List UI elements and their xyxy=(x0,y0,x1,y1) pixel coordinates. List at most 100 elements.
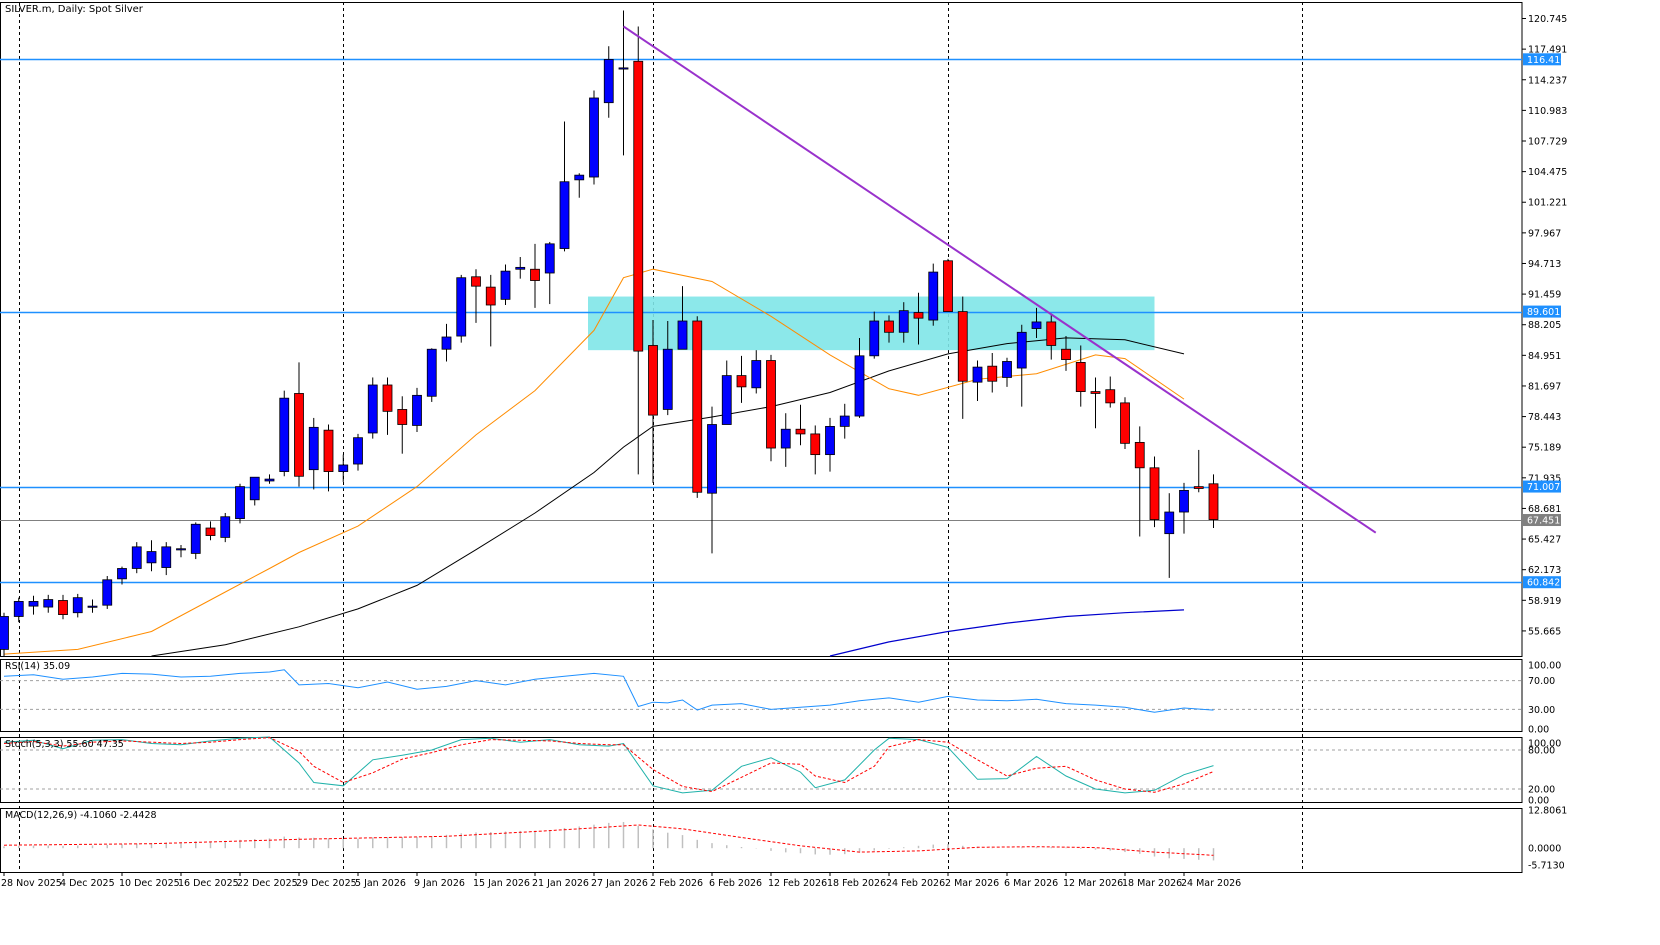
candle xyxy=(957,296,968,419)
candle xyxy=(559,121,570,252)
candle-body-down xyxy=(294,393,304,477)
time-tick-label: 15 Jan 2026 xyxy=(473,878,530,889)
price-tick-label: 78.443 xyxy=(1528,412,1561,423)
candle-body-up xyxy=(43,599,54,608)
candle xyxy=(72,593,83,618)
candle xyxy=(677,286,688,350)
stoch-label: Stoch(5,3,3) 55.60 47.35 xyxy=(5,739,124,750)
candle-body-up xyxy=(869,320,880,357)
candle xyxy=(1031,307,1042,338)
candles xyxy=(0,10,1219,656)
price-tick-label: 84.951 xyxy=(1528,351,1561,362)
candle-body-up xyxy=(618,67,629,70)
osc-tick-label: 0.00 xyxy=(1528,725,1549,736)
candle-body-down xyxy=(1090,391,1101,394)
price-tick-label: 110.983 xyxy=(1528,106,1567,117)
price-badge xyxy=(1523,480,1561,493)
price-tick-label: 58.919 xyxy=(1528,596,1561,607)
candle xyxy=(235,483,245,524)
macd-tick-label: -5.7130 xyxy=(1528,861,1565,872)
candle-body-up xyxy=(603,59,614,104)
candle-body-up xyxy=(1179,489,1189,513)
candle-body-up xyxy=(279,397,290,472)
candle xyxy=(1090,377,1101,429)
candle-body-up xyxy=(441,336,452,350)
time-tick-label: 9 Jan 2026 xyxy=(414,878,465,889)
candle-body-up xyxy=(235,486,245,520)
candle-body-up xyxy=(117,568,127,580)
candle xyxy=(353,433,363,471)
candle-body-up xyxy=(190,523,201,554)
candle xyxy=(1046,313,1057,360)
osc-tick-label: 70.00 xyxy=(1528,676,1555,687)
candle xyxy=(913,292,924,345)
time-tick-label: 27 Jan 2026 xyxy=(591,878,648,889)
candle xyxy=(603,46,614,118)
price-tick-label: 68.681 xyxy=(1528,504,1561,515)
price-tick-label: 120.745 xyxy=(1528,14,1567,25)
time-tick-label: 6 Feb 2026 xyxy=(709,878,762,889)
time-tick-label: 4 Dec 2025 xyxy=(60,878,115,889)
panel-frame-1 xyxy=(0,659,1523,732)
price-tick-label: 104.475 xyxy=(1528,167,1567,178)
osc-tick-label: 80.00 xyxy=(1528,746,1555,757)
candle-body-up xyxy=(412,394,422,426)
candle xyxy=(249,476,260,506)
osc-tick-label: 100.00 xyxy=(1528,739,1561,750)
candle xyxy=(412,387,422,433)
candle-body-up xyxy=(176,548,186,551)
candle xyxy=(972,360,983,401)
rsi-label: RSI(14) 35.09 xyxy=(5,661,70,672)
candle-body-up xyxy=(1016,331,1027,369)
candle xyxy=(0,612,9,656)
candle xyxy=(707,406,717,554)
candle-body-down xyxy=(471,276,481,287)
candle-body-up xyxy=(264,478,275,482)
candle-body-up xyxy=(707,424,717,494)
candle-body-up xyxy=(854,355,865,417)
time-tick-label: 28 Nov 2025 xyxy=(1,878,62,889)
candle-body-down xyxy=(205,527,216,536)
candle xyxy=(1134,426,1145,537)
candle xyxy=(382,377,393,435)
candle-body-up xyxy=(780,428,791,449)
candle xyxy=(1164,493,1175,578)
candle xyxy=(471,269,481,323)
candle xyxy=(736,355,747,403)
candle xyxy=(810,425,821,475)
candle-body-up xyxy=(1002,361,1012,378)
candle-body-down xyxy=(1105,389,1116,404)
candle-body-down xyxy=(1134,441,1145,469)
candle xyxy=(1208,474,1219,529)
candle-body-up xyxy=(515,266,526,270)
price-badge xyxy=(1523,514,1561,527)
candle xyxy=(530,243,540,308)
candle xyxy=(87,599,98,613)
candle-body-up xyxy=(102,579,113,606)
macd-label: MACD(12,26,9) -4.1060 -2.4428 xyxy=(5,810,157,821)
candle xyxy=(13,597,24,623)
rsi-panel: 100.00 70.00 30.00 0.00 xyxy=(0,661,1561,736)
candle xyxy=(618,10,629,156)
price-tick-label: 117.491 xyxy=(1528,45,1567,56)
candle-body-down xyxy=(648,345,658,416)
candle-body-up xyxy=(367,384,378,434)
time-tick-label: 29 Dec 2025 xyxy=(296,878,357,889)
candle-body-up xyxy=(677,320,688,350)
candle-body-up xyxy=(1164,511,1175,535)
candle xyxy=(485,274,496,347)
candle-body-down xyxy=(1193,486,1204,489)
candle-body-down xyxy=(485,286,496,306)
trendline[interactable] xyxy=(622,25,1377,534)
candle xyxy=(279,390,290,477)
candle xyxy=(928,263,939,326)
candle-body-down xyxy=(795,428,806,435)
time-tick-label: 18 Mar 2026 xyxy=(1122,878,1182,889)
candle xyxy=(766,354,776,462)
time-tick-label: 2 Feb 2026 xyxy=(650,878,703,889)
price-badge-label: 67.451 xyxy=(1527,516,1560,527)
osc-tick-label: 30.00 xyxy=(1528,705,1555,716)
candle-body-up xyxy=(839,415,850,427)
candle xyxy=(367,377,378,439)
